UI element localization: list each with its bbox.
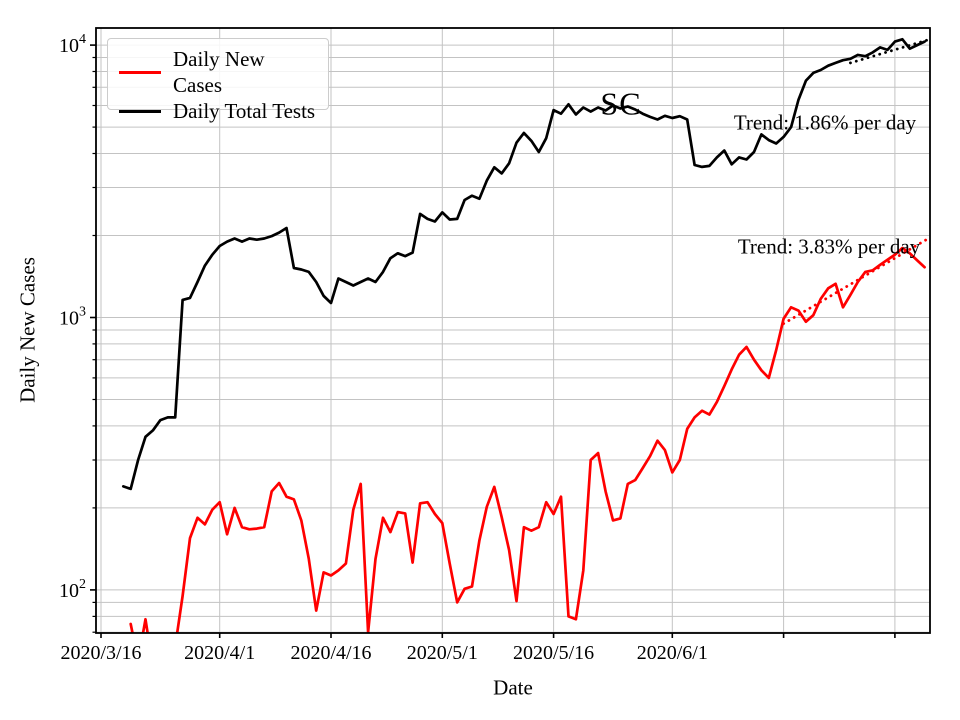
legend-line-tests-icon: [119, 109, 161, 113]
svg-text:2020/6/1: 2020/6/1: [637, 642, 708, 664]
x-axis-label: Date: [493, 675, 533, 700]
legend-line-cases-icon: [119, 70, 161, 74]
svg-text:102: 102: [59, 577, 86, 602]
svg-text:103: 103: [59, 305, 86, 330]
legend-label-tests: Daily Total Tests: [173, 99, 316, 123]
svg-text:2020/4/1: 2020/4/1: [184, 642, 255, 664]
svg-text:104: 104: [59, 32, 86, 57]
svg-text:2020/4/16: 2020/4/16: [290, 642, 371, 664]
annotation-tests-trend: Trend: 1.86% per day: [733, 110, 917, 135]
chart-title: SC: [600, 85, 642, 122]
svg-text:2020/5/16: 2020/5/16: [513, 642, 594, 664]
legend: Daily New Cases Daily Total Tests: [107, 38, 329, 123]
svg-text:2020/5/1: 2020/5/1: [407, 642, 478, 664]
y-axis-label: Daily New Cases: [15, 257, 40, 403]
legend-item-cases: Daily New Cases: [119, 46, 318, 98]
legend-item-tests: Daily Total Tests: [119, 98, 318, 124]
annotation-cases-trend: Trend: 3.83% per day: [737, 234, 921, 259]
legend-label-cases: Daily New Cases: [173, 47, 265, 97]
svg-text:2020/3/16: 2020/3/16: [60, 642, 141, 664]
